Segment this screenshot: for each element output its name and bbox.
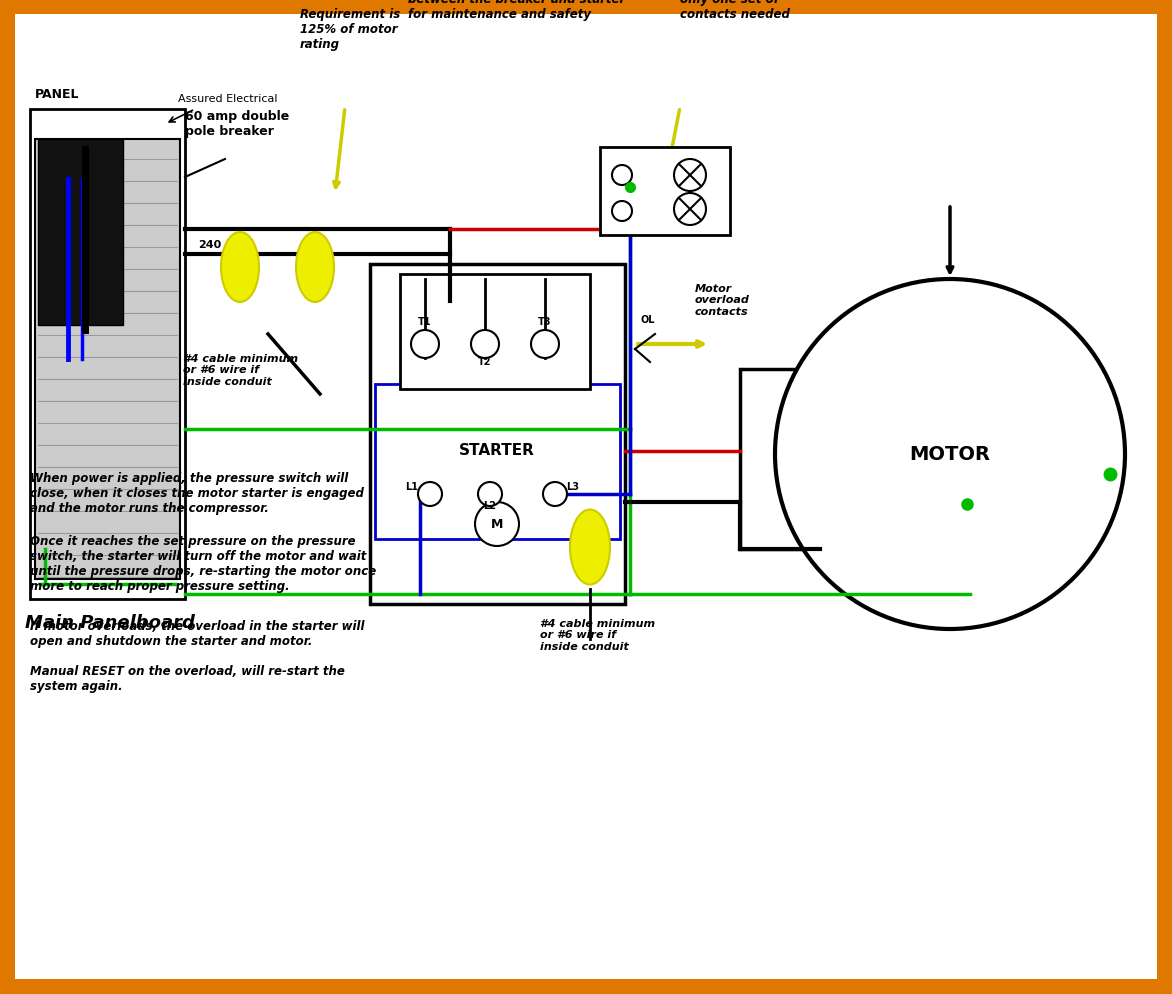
Circle shape xyxy=(612,202,632,222)
Circle shape xyxy=(411,331,440,359)
Circle shape xyxy=(674,194,706,226)
Text: M: M xyxy=(491,518,503,531)
Text: 240: 240 xyxy=(198,240,222,249)
Bar xyxy=(38,140,123,326)
Circle shape xyxy=(674,160,706,192)
Circle shape xyxy=(775,279,1125,629)
Bar xyxy=(35,140,180,580)
Text: PANEL: PANEL xyxy=(35,87,80,101)
Text: STARTER: STARTER xyxy=(459,442,534,457)
Text: Assured Electrical: Assured Electrical xyxy=(178,93,278,104)
Circle shape xyxy=(418,482,442,507)
Circle shape xyxy=(475,503,519,547)
Text: Main Panelboard: Main Panelboard xyxy=(25,613,195,631)
Text: Requirement is
125% of motor
rating: Requirement is 125% of motor rating xyxy=(300,8,401,51)
Ellipse shape xyxy=(222,233,259,303)
Text: L3: L3 xyxy=(566,481,579,491)
Ellipse shape xyxy=(297,233,334,303)
Bar xyxy=(740,370,825,550)
Text: MOTOR: MOTOR xyxy=(909,445,990,464)
Bar xyxy=(370,264,625,604)
Text: T2: T2 xyxy=(478,357,492,367)
Circle shape xyxy=(478,482,502,507)
Ellipse shape xyxy=(570,510,609,584)
Text: When power is applied, the pressure switch will
close, when it closes the motor : When power is applied, the pressure swit… xyxy=(30,471,363,515)
Text: L2: L2 xyxy=(484,501,497,511)
Bar xyxy=(30,110,185,599)
Circle shape xyxy=(612,166,632,186)
Text: T3: T3 xyxy=(538,317,552,327)
Bar xyxy=(375,385,620,540)
Circle shape xyxy=(471,331,499,359)
Text: OL: OL xyxy=(640,315,654,325)
Text: If motor is not in sight of the
breaker, a disconnect is required
between the br: If motor is not in sight of the breaker,… xyxy=(408,0,626,21)
Text: #4 cable minimum
or #6 wire if
inside conduit: #4 cable minimum or #6 wire if inside co… xyxy=(183,354,298,387)
Circle shape xyxy=(531,331,559,359)
Text: T1: T1 xyxy=(418,317,431,327)
Text: L1: L1 xyxy=(406,481,418,491)
Text: #4 cable minimum
or #6 wire if
inside conduit: #4 cable minimum or #6 wire if inside co… xyxy=(540,618,655,651)
Text: Once it reaches the set pressure on the pressure
switch, the starter will turn o: Once it reaches the set pressure on the … xyxy=(30,535,376,592)
Text: Motor
overload
contacts: Motor overload contacts xyxy=(695,283,750,317)
Circle shape xyxy=(543,482,567,507)
Text: If motor overloads, the overload in the starter will
open and shutdown the start: If motor overloads, the overload in the … xyxy=(30,619,364,647)
Text: Pressure switch,
only one set of
contacts needed: Pressure switch, only one set of contact… xyxy=(680,0,790,21)
Text: 60 amp double
pole breaker: 60 amp double pole breaker xyxy=(185,110,289,138)
Bar xyxy=(400,274,590,390)
Bar xyxy=(600,148,730,236)
Text: Manual RESET on the overload, will re-start the
system again.: Manual RESET on the overload, will re-st… xyxy=(30,664,345,692)
